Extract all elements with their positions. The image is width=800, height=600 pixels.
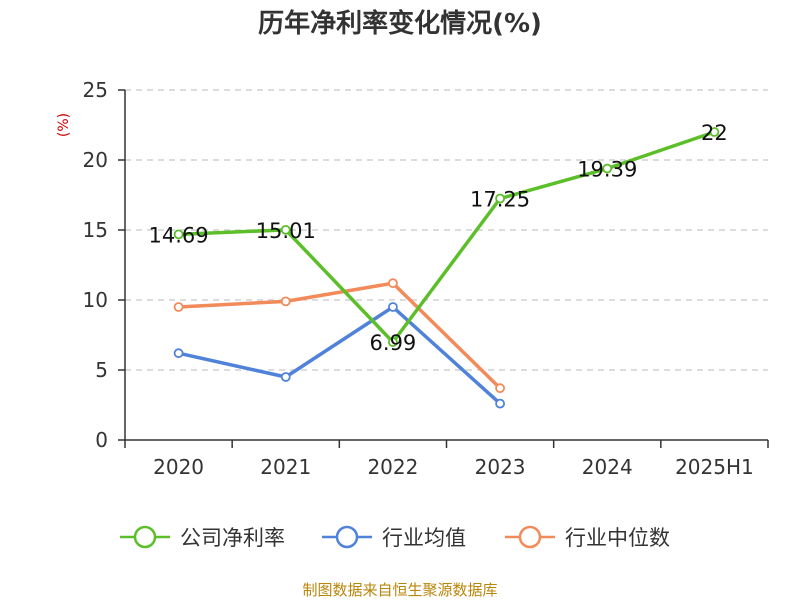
point-0-2025H1: [709, 127, 720, 137]
legend-item-2: 行业中位数: [505, 525, 670, 550]
legend-label-0: 公司净利率: [180, 526, 285, 550]
axes: 0 5 10 15 20 25 2020 2021 2022 2023 2024 2025H1: [83, 78, 769, 479]
data-label-2021: 15.01: [256, 219, 316, 243]
legend-marker-1: [335, 525, 359, 549]
point-1-2020: [173, 348, 184, 359]
x-tick-label-2023: 2023: [475, 455, 526, 479]
point-1-2023: [495, 398, 505, 409]
point-0-2021: [280, 224, 291, 235]
y-tick-label-5: 5: [95, 358, 108, 382]
legend-label-1: 行业均值: [382, 526, 466, 550]
series-line-2: [176, 281, 502, 390]
legend-marker-2: [518, 525, 542, 549]
y-tick-label-25: 25: [83, 78, 108, 102]
series-0: [173, 127, 720, 348]
point-1-2021: [280, 372, 291, 382]
point-0-2023: [495, 193, 505, 204]
series-lines: [173, 127, 720, 409]
point-1-2022: [388, 302, 398, 312]
series-2: [173, 278, 505, 394]
legend: 公司净利率 行业均值 行业中位数: [120, 525, 670, 550]
y-tick-label-20: 20: [83, 148, 108, 172]
legend-item-0: 公司净利率: [120, 525, 285, 550]
x-tick-label-2022: 2022: [367, 455, 418, 479]
source-note: 制图数据来自恒生聚源数据库: [302, 581, 497, 599]
y-tick-label-10: 10: [83, 288, 108, 312]
y-axis-unit-label: (%): [56, 113, 72, 137]
data-labels: 14.69 15.01 6.99 17.25 19.39 22: [149, 121, 728, 355]
point-2-2021: [280, 296, 291, 307]
point-0-2022: [388, 337, 398, 348]
x-tick-label-2021: 2021: [260, 455, 311, 479]
x-tick-label-2020: 2020: [153, 455, 204, 479]
point-2-2020: [173, 302, 184, 312]
y-tick-label-0: 0: [95, 428, 108, 452]
legend-marker-0: [133, 525, 157, 549]
series-line-0: [176, 130, 717, 344]
y-tick-label-15: 15: [83, 218, 108, 242]
point-2-2023: [495, 383, 505, 394]
data-label-2022: 6.99: [370, 331, 417, 355]
gridlines: [125, 89, 768, 371]
point-2-2022: [388, 278, 398, 289]
x-tick-label-2025H1: 2025H1: [675, 455, 754, 479]
data-label-2025H1: 22: [701, 121, 728, 145]
legend-label-2: 行业中位数: [565, 526, 670, 550]
point-0-2020: [173, 229, 184, 240]
data-label-2024: 19.39: [577, 158, 637, 182]
data-label-2020: 14.69: [149, 223, 209, 247]
x-tick-label-2024: 2024: [582, 455, 633, 479]
series-line-1: [176, 305, 502, 406]
chart-title: 历年净利率变化情况(%): [258, 8, 542, 39]
legend-item-1: 行业均值: [322, 525, 466, 550]
point-0-2024: [602, 163, 613, 174]
data-label-2023: 17.25: [470, 188, 530, 212]
series-1: [173, 302, 505, 409]
